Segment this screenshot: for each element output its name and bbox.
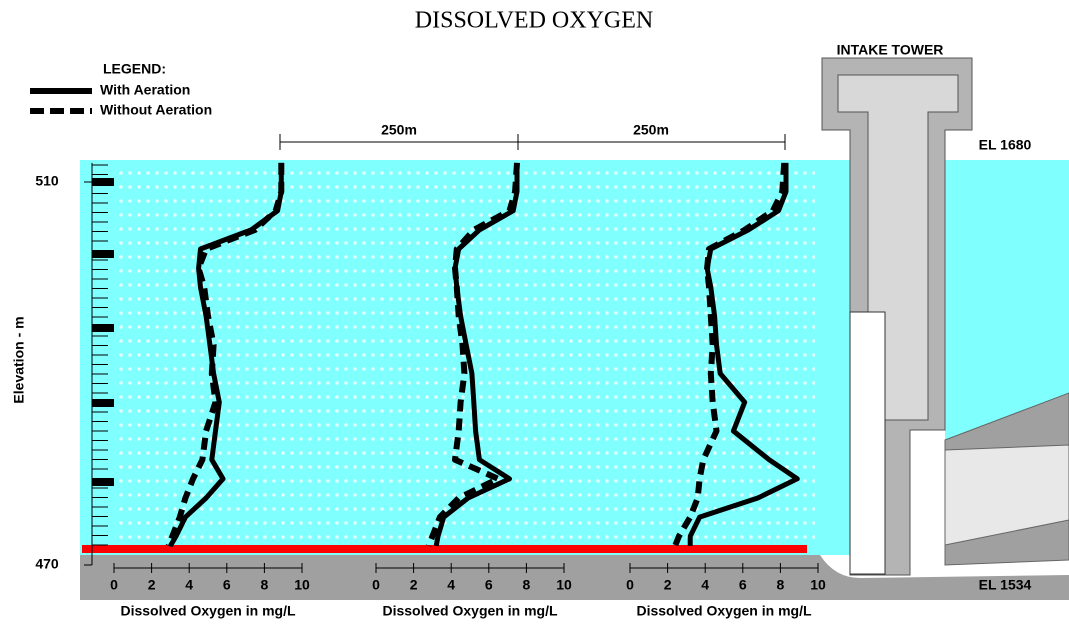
legend-title: LEGEND: [103, 61, 166, 77]
x-tick-label: 0 [626, 577, 634, 593]
major-tick-block [92, 250, 114, 258]
x-tick-label: 2 [664, 577, 672, 593]
legend-entry: With Aeration [100, 82, 190, 98]
x-tick-label: 8 [523, 577, 531, 593]
title: DISSOLVED OXYGEN [415, 8, 653, 34]
x-tick-label: 4 [185, 577, 193, 593]
x-tick-label: 10 [556, 577, 572, 593]
elevation-note: EL 1680 [979, 137, 1032, 153]
x-axis-label: Dissolved Oxygen in mg/L [382, 603, 557, 619]
tower-label: INTAKE TOWER [837, 42, 944, 58]
bottom-line [82, 545, 807, 553]
dimension-label: 250m [633, 122, 669, 138]
major-tick-block [92, 178, 114, 186]
x-tick-label: 8 [777, 577, 785, 593]
x-axis-label: Dissolved Oxygen in mg/L [636, 603, 811, 619]
major-tick-block [92, 399, 114, 407]
legend-entry: Without Aeration [100, 102, 212, 118]
x-tick-label: 0 [372, 577, 380, 593]
dimension-label: 250m [381, 122, 417, 138]
elevation-note: EL 1534 [979, 577, 1032, 593]
major-tick-block [92, 324, 114, 332]
x-tick-label: 6 [223, 577, 231, 593]
x-tick-label: 2 [410, 577, 418, 593]
x-tick-label: 8 [261, 577, 269, 593]
x-tick-label: 4 [701, 577, 709, 593]
y-tick-label: 510 [35, 173, 59, 189]
y-axis-label: Elevation - m [11, 316, 27, 403]
x-tick-label: 4 [447, 577, 455, 593]
page: {"title": "DISSOLVED OXYGEN", "legend_ti… [0, 0, 1069, 628]
x-tick-label: 2 [148, 577, 156, 593]
x-tick-label: 6 [485, 577, 493, 593]
y-tick-label: 470 [35, 556, 59, 572]
major-tick-block [92, 478, 114, 486]
diagram: LEGEND: With Aeration Without Aeration D… [0, 0, 1069, 628]
x-tick-label: 0 [110, 577, 118, 593]
x-tick-label: 10 [810, 577, 826, 593]
dimension [280, 134, 785, 150]
gate [850, 312, 885, 574]
x-axis-label: Dissolved Oxygen in mg/L [120, 603, 295, 619]
x-tick-label: 6 [739, 577, 747, 593]
x-tick-label: 10 [294, 577, 310, 593]
